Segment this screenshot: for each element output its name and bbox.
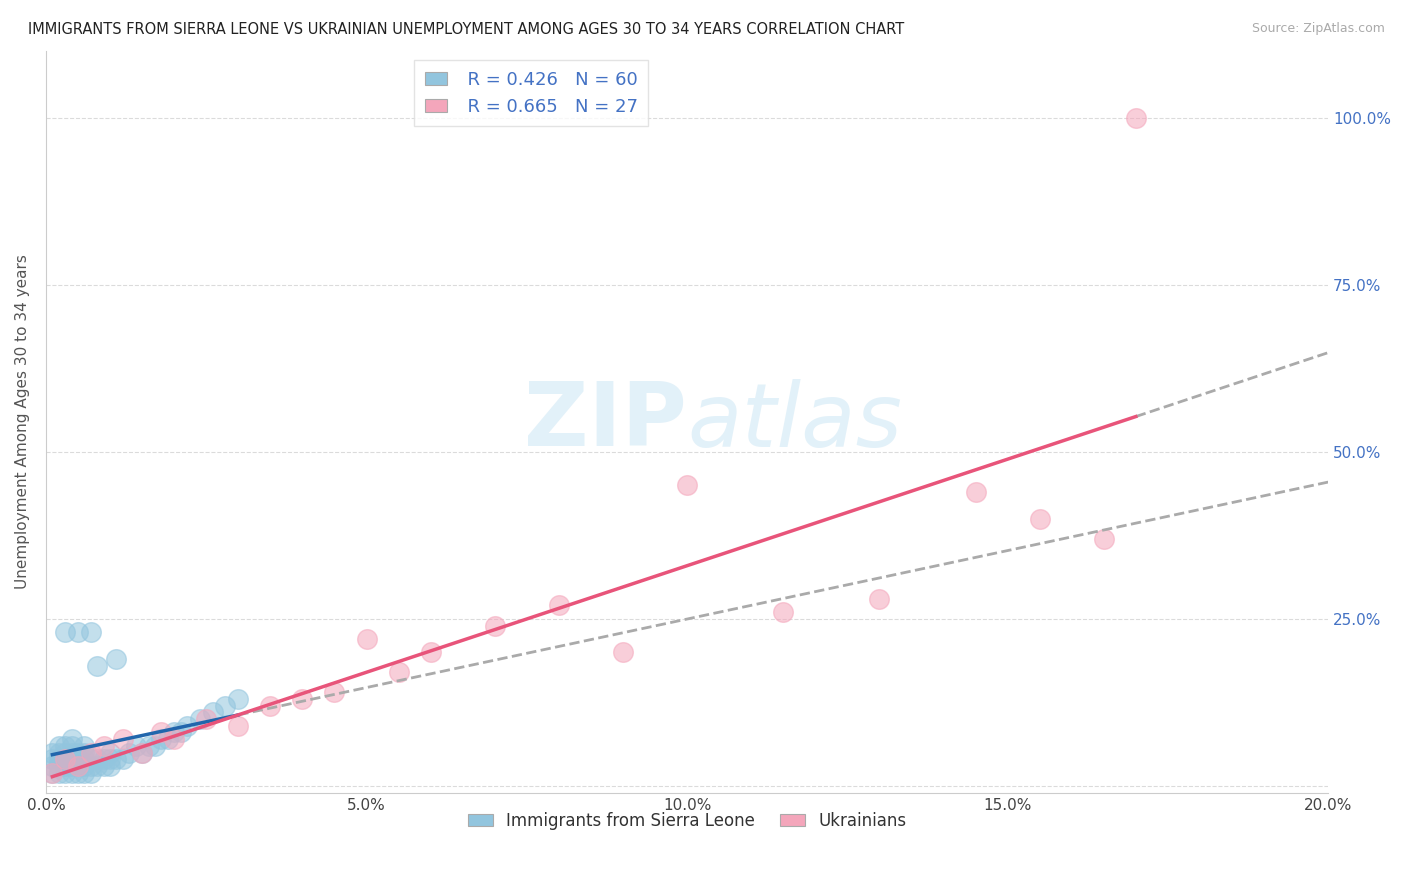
- Point: [48, 765, 70, 780]
- Point: [53, 752, 76, 766]
- Point: [150, 725, 173, 739]
- Point: [201, 706, 224, 720]
- Point: [612, 645, 634, 659]
- Point: [323, 685, 346, 699]
- Legend: Immigrants from Sierra Leone, Ukrainians: Immigrants from Sierra Leone, Ukrainians: [461, 805, 912, 837]
- Point: [86, 759, 108, 773]
- Point: [676, 478, 699, 492]
- Point: [111, 732, 134, 747]
- Point: [156, 732, 179, 747]
- Point: [93, 739, 115, 753]
- Point: [547, 599, 569, 613]
- Text: Source: ZipAtlas.com: Source: ZipAtlas.com: [1251, 22, 1385, 36]
- Point: [53, 752, 76, 766]
- Point: [60, 746, 83, 760]
- Point: [214, 698, 236, 713]
- Point: [163, 725, 186, 739]
- Point: [66, 752, 89, 766]
- Point: [41, 765, 63, 780]
- Point: [111, 752, 134, 766]
- Point: [73, 739, 96, 753]
- Point: [66, 746, 89, 760]
- Point: [226, 719, 249, 733]
- Point: [1125, 111, 1147, 125]
- Point: [965, 484, 987, 499]
- Point: [163, 732, 186, 747]
- Point: [73, 765, 96, 780]
- Point: [176, 719, 198, 733]
- Point: [73, 752, 96, 766]
- Point: [86, 658, 108, 673]
- Point: [48, 752, 70, 766]
- Point: [48, 746, 70, 760]
- Point: [66, 759, 89, 773]
- Point: [41, 765, 63, 780]
- Point: [60, 759, 83, 773]
- Point: [86, 752, 108, 766]
- Point: [105, 752, 128, 766]
- Point: [80, 625, 103, 640]
- Point: [484, 618, 506, 632]
- Point: [93, 759, 115, 773]
- Point: [356, 632, 378, 646]
- Point: [387, 665, 409, 680]
- Y-axis label: Unemployment Among Ages 30 to 34 years: Unemployment Among Ages 30 to 34 years: [15, 254, 30, 589]
- Point: [41, 759, 63, 773]
- Point: [131, 746, 153, 760]
- Point: [98, 746, 121, 760]
- Point: [60, 739, 83, 753]
- Point: [188, 712, 211, 726]
- Point: [60, 732, 83, 747]
- Point: [53, 746, 76, 760]
- Point: [80, 746, 103, 760]
- Point: [150, 732, 173, 747]
- Point: [66, 765, 89, 780]
- Point: [291, 692, 314, 706]
- Point: [80, 765, 103, 780]
- Point: [80, 752, 103, 766]
- Point: [98, 752, 121, 766]
- Point: [48, 759, 70, 773]
- Point: [73, 759, 96, 773]
- Text: atlas: atlas: [688, 379, 901, 465]
- Point: [169, 725, 191, 739]
- Point: [80, 759, 103, 773]
- Point: [60, 752, 83, 766]
- Point: [226, 692, 249, 706]
- Point: [138, 739, 160, 753]
- Point: [66, 759, 89, 773]
- Point: [259, 698, 281, 713]
- Point: [93, 752, 115, 766]
- Point: [41, 752, 63, 766]
- Point: [53, 759, 76, 773]
- Point: [73, 746, 96, 760]
- Point: [66, 625, 89, 640]
- Point: [98, 759, 121, 773]
- Point: [105, 652, 128, 666]
- Point: [125, 739, 148, 753]
- Point: [131, 746, 153, 760]
- Point: [1092, 532, 1115, 546]
- Point: [53, 765, 76, 780]
- Point: [1028, 511, 1050, 525]
- Point: [60, 765, 83, 780]
- Point: [53, 625, 76, 640]
- Point: [41, 746, 63, 760]
- Text: IMMIGRANTS FROM SIERRA LEONE VS UKRAINIAN UNEMPLOYMENT AMONG AGES 30 TO 34 YEARS: IMMIGRANTS FROM SIERRA LEONE VS UKRAINIA…: [28, 22, 904, 37]
- Point: [143, 739, 166, 753]
- Point: [195, 712, 218, 726]
- Point: [419, 645, 441, 659]
- Point: [53, 739, 76, 753]
- Point: [868, 591, 890, 606]
- Text: ZIP: ZIP: [524, 378, 688, 465]
- Point: [48, 739, 70, 753]
- Point: [772, 605, 794, 619]
- Point: [118, 746, 141, 760]
